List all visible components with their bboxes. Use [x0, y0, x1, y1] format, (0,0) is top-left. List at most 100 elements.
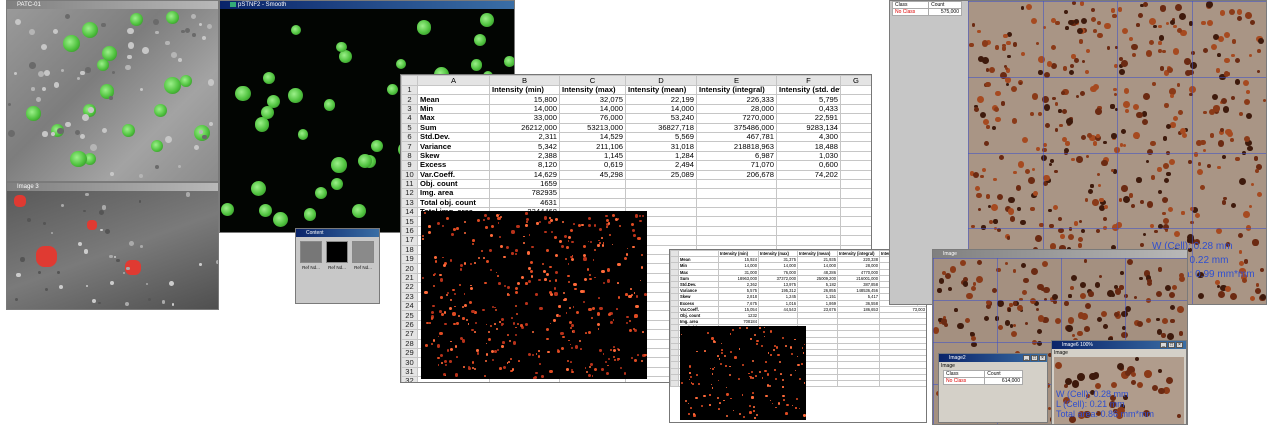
grid-cell[interactable]: 71,070	[696, 160, 777, 171]
row-header[interactable]: 29	[401, 347, 418, 359]
grid-cell[interactable]: 14,000	[625, 103, 697, 115]
grid-cell[interactable]: 53213,000	[559, 122, 626, 133]
row-header[interactable]: 12	[401, 188, 418, 199]
content-panel-title[interactable]: Content	[296, 229, 379, 237]
row-header[interactable]: 3	[401, 103, 418, 115]
grid-cell[interactable]: 31,018	[625, 141, 697, 152]
grid-cell[interactable]	[696, 207, 777, 218]
grid-cell[interactable]: Intensity (mean)	[625, 84, 697, 96]
grid-cell[interactable]: 1,284	[625, 150, 697, 162]
results-spreadsheet-small[interactable]: Intensity (min) Intensity (max) Intensity …	[669, 249, 927, 423]
grid-cell[interactable]: 14,629	[489, 169, 560, 180]
grid-cell[interactable]	[696, 216, 777, 227]
grid-cell[interactable]	[625, 197, 697, 209]
grid-cell[interactable]: Intensity (min)	[489, 84, 560, 96]
phase-window-titlebar[interactable]: PATC-01	[7, 1, 218, 9]
row-header[interactable]: 16	[401, 225, 418, 237]
grid-cell[interactable]: 5,342	[489, 141, 560, 152]
row-header[interactable]: 1	[401, 84, 418, 96]
grid-cell[interactable]	[696, 225, 777, 237]
row-header[interactable]: 10	[401, 169, 418, 180]
column-header[interactable]: G	[840, 75, 871, 86]
grid-cell[interactable]: 1,030	[776, 150, 841, 162]
grid-cell[interactable]: 14,000	[489, 103, 560, 115]
grid-cell[interactable]	[840, 225, 871, 237]
maximize-button[interactable]: □	[1168, 342, 1175, 348]
grid-cell[interactable]: Obj. count	[417, 178, 490, 190]
grid-cell[interactable]: 2,494	[625, 160, 697, 171]
grid-cell[interactable]	[625, 188, 697, 199]
grid-cell[interactable]: 5,569	[625, 131, 697, 143]
grid-cell[interactable]: 4,300	[776, 131, 841, 143]
row-header[interactable]: 2	[401, 94, 418, 105]
grid-cell[interactable]: 9283,134	[776, 122, 841, 133]
row-header[interactable]: 19	[401, 254, 418, 265]
row-header[interactable]: 31	[401, 366, 418, 378]
grid-cell[interactable]	[840, 103, 871, 115]
grid-cell[interactable]	[776, 197, 841, 209]
grid-cell[interactable]	[840, 113, 871, 124]
grid-cell[interactable]	[840, 131, 871, 143]
column-header[interactable]: B	[489, 75, 560, 86]
grid-cell[interactable]: 226,333	[696, 94, 777, 105]
grid-cell[interactable]: Var.Coeff.	[417, 169, 490, 180]
grid-cell[interactable]	[776, 188, 841, 199]
grid-cell[interactable]: Excess	[417, 160, 490, 171]
ihc-bottom-title[interactable]: Image	[933, 250, 1187, 258]
grid-cell[interactable]	[840, 207, 871, 218]
row-header[interactable]: 21	[401, 272, 418, 284]
row-header[interactable]: 32	[401, 376, 418, 382]
grid-cell[interactable]: 25,089	[625, 169, 697, 180]
thumbnail-2[interactable]: Ref Nd...	[326, 241, 348, 270]
grid-cell[interactable]: 45,298	[559, 169, 626, 180]
grid-cell[interactable]: 1,145	[559, 150, 626, 162]
row-header[interactable]: 30	[401, 357, 418, 368]
row-header[interactable]	[670, 379, 679, 388]
row-header[interactable]: 13	[401, 197, 418, 209]
grid-cell[interactable]: Intensity (integral)	[696, 84, 777, 96]
grid-cell[interactable]	[840, 84, 871, 96]
fluo-window-titlebar[interactable]: pSTNF2 - Smooth	[220, 1, 514, 9]
row-header[interactable]: 15	[401, 216, 418, 227]
grid-cell[interactable]: 467,781	[696, 131, 777, 143]
grid-cell[interactable]: 22,199	[625, 94, 697, 105]
row-header[interactable]: 17	[401, 235, 418, 246]
grid-cell[interactable]: 15,800	[489, 94, 560, 105]
column-header[interactable]: F	[776, 75, 841, 86]
grid-cell[interactable]: 782935	[489, 188, 560, 199]
row-header[interactable]: 4	[401, 113, 418, 124]
grid-cell[interactable]	[840, 150, 871, 162]
grid-cell[interactable]: 8,120	[489, 160, 560, 171]
grid-cell[interactable]	[696, 197, 777, 209]
grid-cell[interactable]	[840, 216, 871, 227]
grid-cell[interactable]	[840, 169, 871, 180]
grid-cell[interactable]: 1659	[489, 178, 560, 190]
grid-cell[interactable]: 7270,000	[696, 113, 777, 124]
grid-cell[interactable]: 375486,000	[696, 122, 777, 133]
grid-cell[interactable]: Mean	[417, 94, 490, 105]
grid-cell[interactable]	[776, 216, 841, 227]
grid-cell[interactable]	[776, 207, 841, 218]
column-header[interactable]: E	[696, 75, 777, 86]
grid-cell[interactable]: 218818,963	[696, 141, 777, 152]
grid-corner[interactable]	[401, 75, 418, 86]
grid-cell[interactable]: 4631	[489, 197, 560, 209]
grid-cell[interactable]: 32,075	[559, 94, 626, 105]
grid-cell[interactable]: Total obj. count	[417, 197, 490, 209]
image2-titlebar[interactable]: Image2	[939, 354, 1047, 362]
grid-cell[interactable]: 2,311	[489, 131, 560, 143]
grid-cell[interactable]	[559, 178, 626, 190]
grid-cell[interactable]	[417, 84, 490, 96]
grid-cell[interactable]: 14,000	[559, 103, 626, 115]
row-header[interactable]: 8	[401, 150, 418, 162]
grid-cell[interactable]: Variance	[417, 141, 490, 152]
grid-cell[interactable]	[776, 178, 841, 190]
grid-cell[interactable]: 206,678	[696, 169, 777, 180]
image6-window[interactable]: Image6 100% _ □ × Image W (Cell): 0.28 m…	[1051, 340, 1187, 425]
grid-cell[interactable]	[840, 160, 871, 171]
grid-cell[interactable]: 0,600	[776, 160, 841, 171]
row-header[interactable]: 6	[401, 131, 418, 143]
thumbnail-3[interactable]: Ref Nd...	[352, 241, 374, 270]
grid-cell[interactable]: Min	[417, 103, 490, 115]
grid-cell[interactable]	[840, 122, 871, 133]
